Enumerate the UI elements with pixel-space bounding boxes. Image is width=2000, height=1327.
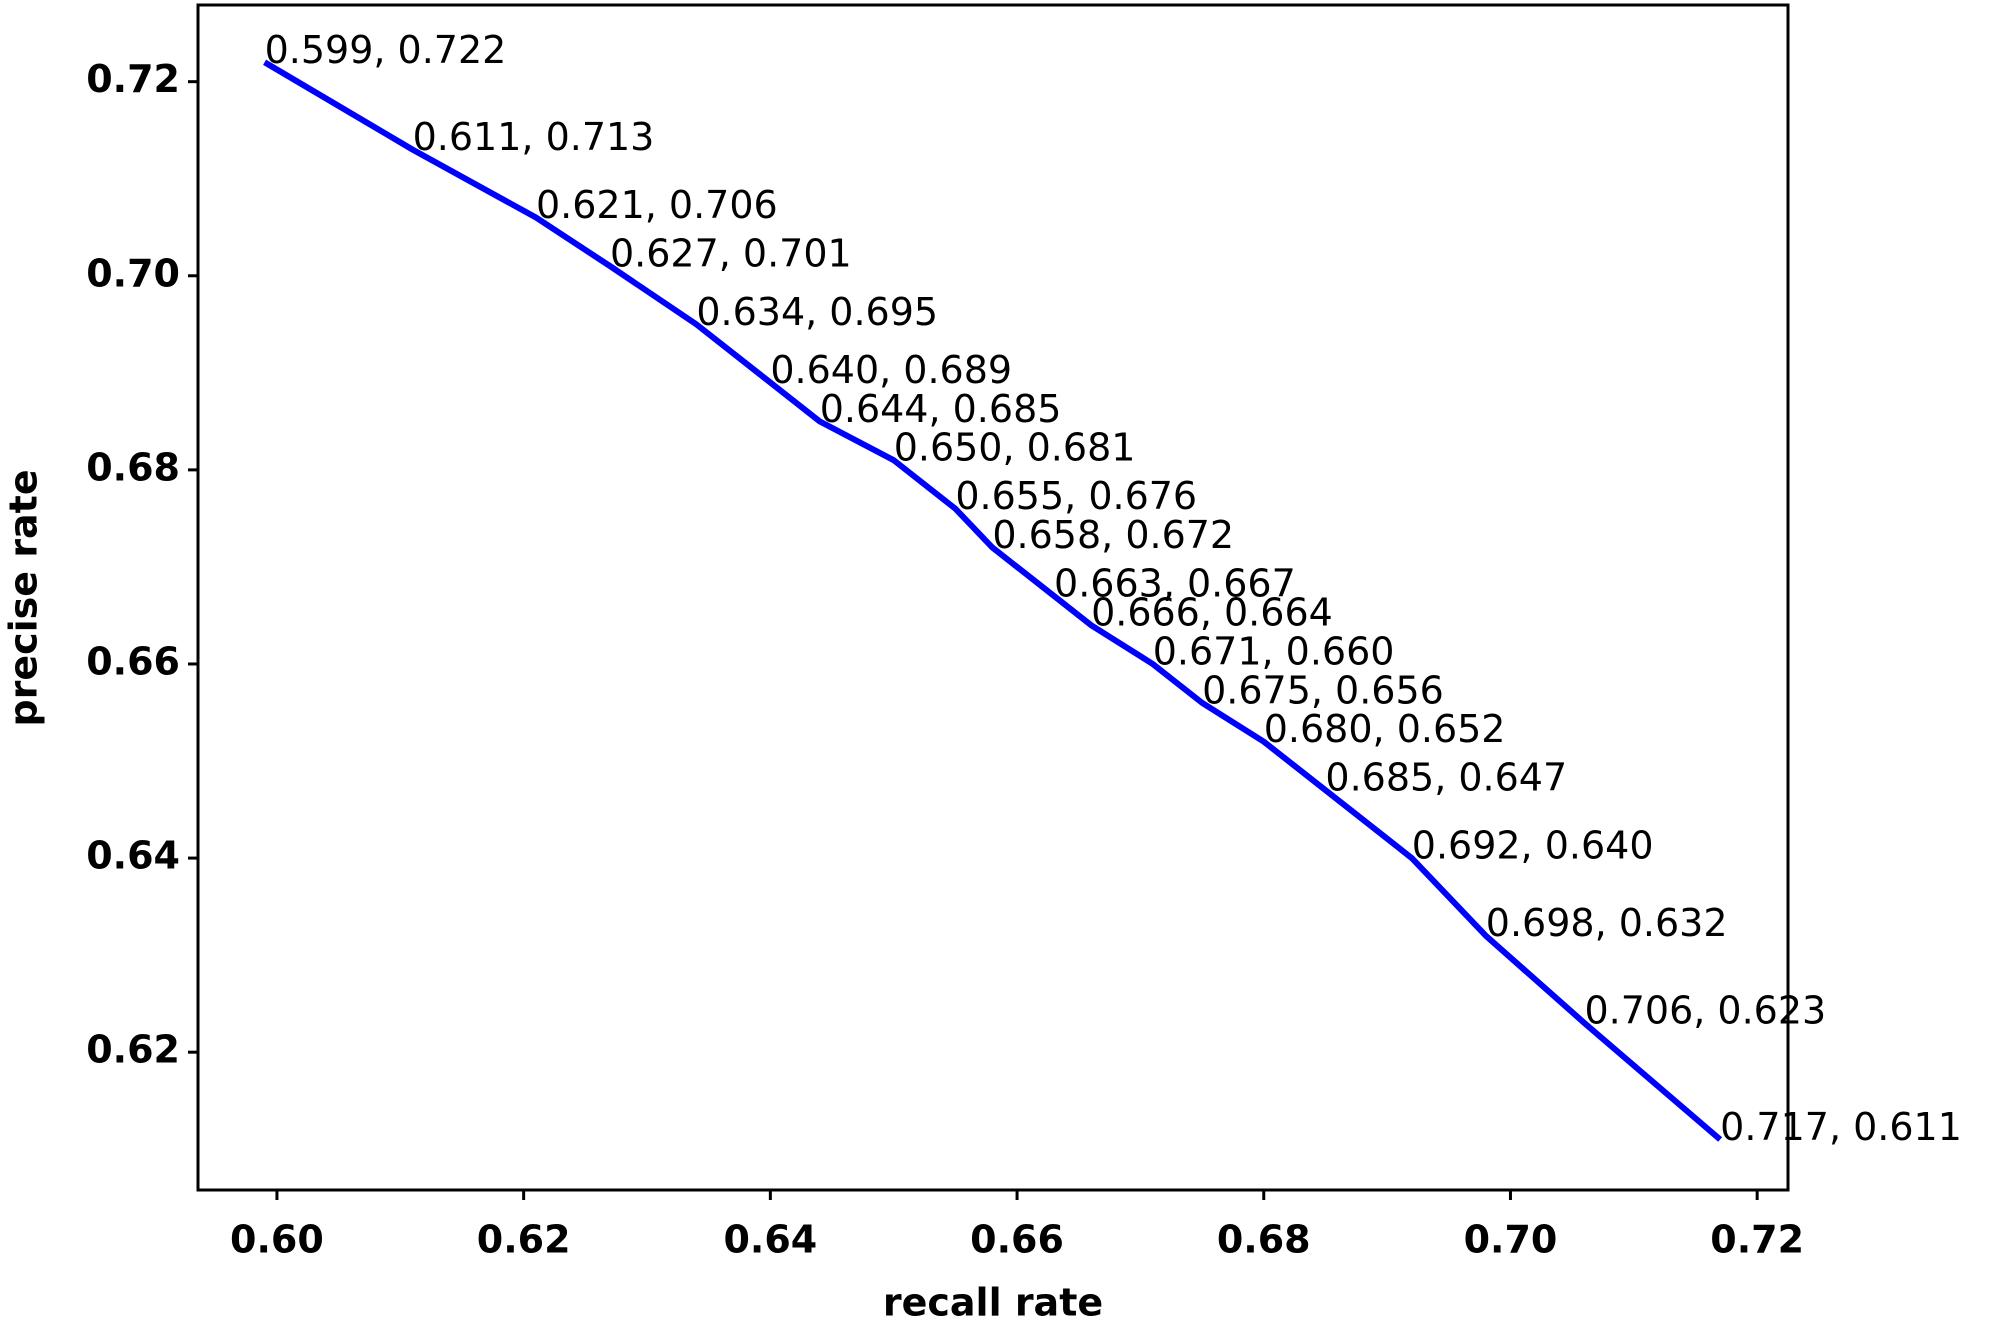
y-tick-label: 0.64 (86, 834, 180, 878)
x-tick-label: 0.72 (1710, 1218, 1804, 1262)
line (263, 59, 1723, 1142)
point-annotation: 0.640, 0.689 (770, 348, 1012, 392)
x-tick-label: 0.68 (1217, 1218, 1311, 1262)
point-annotation: 0.680, 0.652 (1264, 707, 1506, 751)
point-annotation: 0.717, 0.611 (1720, 1105, 1962, 1149)
point-annotation: 0.692, 0.640 (1412, 824, 1654, 868)
x-tick-label: 0.64 (723, 1218, 817, 1262)
point-annotation: 0.666, 0.664 (1091, 591, 1333, 635)
y-tick-label: 0.66 (86, 639, 180, 683)
y-axis-label: precise rate (2, 469, 46, 726)
x-tick-label: 0.70 (1464, 1218, 1558, 1262)
point-annotation: 0.621, 0.706 (536, 183, 778, 227)
x-tick-label: 0.66 (970, 1218, 1064, 1262)
point-annotation: 0.675, 0.656 (1202, 668, 1444, 712)
point-annotation: 0.627, 0.701 (610, 232, 852, 276)
point-annotation: 0.634, 0.695 (696, 290, 938, 334)
x-axis-label: recall rate (883, 1281, 1103, 1325)
y-tick-label: 0.72 (86, 57, 180, 101)
point-annotation: 0.599, 0.722 (265, 28, 507, 72)
y-tick-label: 0.70 (86, 251, 180, 295)
point-annotation: 0.644, 0.685 (820, 387, 1062, 431)
y-tick-label: 0.68 (86, 445, 180, 489)
point-annotation: 0.611, 0.713 (413, 115, 655, 159)
point-annotation: 0.650, 0.681 (894, 426, 1136, 470)
point-annotation: 0.658, 0.672 (992, 513, 1234, 557)
plot-frame (196, 3, 1790, 1192)
point-annotation: 0.698, 0.632 (1486, 901, 1728, 945)
point-annotation: 0.685, 0.647 (1325, 756, 1567, 800)
point-annotation: 0.655, 0.676 (955, 474, 1197, 518)
y-tick-label: 0.62 (86, 1028, 180, 1072)
x-tick-label: 0.60 (230, 1218, 324, 1262)
x-tick-label: 0.62 (477, 1218, 571, 1262)
point-annotation: 0.706, 0.623 (1584, 989, 1826, 1033)
point-annotation: 0.663, 0.667 (1054, 562, 1296, 606)
point-annotation: 0.671, 0.660 (1153, 629, 1395, 673)
